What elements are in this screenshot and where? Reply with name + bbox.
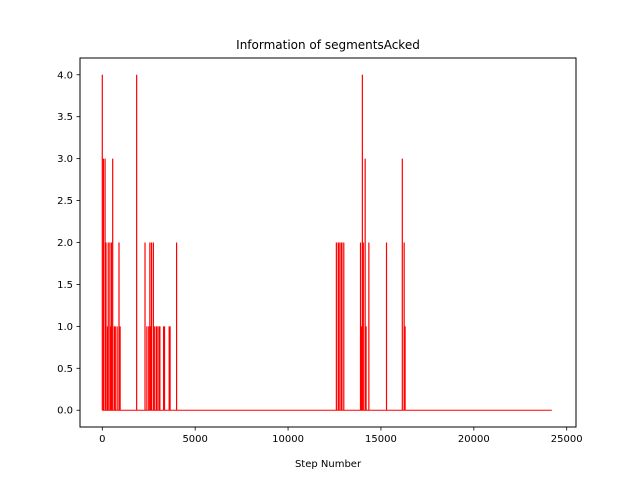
x-tick-label: 10000 (272, 434, 304, 445)
y-tick-label: 1.0 (57, 322, 73, 333)
y-tick-label: 0.0 (57, 406, 73, 417)
y-tick-label: 2.5 (57, 196, 73, 207)
x-axis: 0 5000 10000 15000 20000 25000 (99, 427, 583, 445)
y-tick-label: 3.0 (57, 154, 73, 165)
y-tick-label: 3.5 (57, 112, 73, 123)
y-tick-label: 0.5 (57, 364, 73, 375)
series-layer (101, 74, 552, 411)
y-tick-label: 2.0 (57, 238, 73, 249)
x-tick-label: 0 (99, 434, 105, 445)
x-tick-label: 15000 (365, 434, 397, 445)
chart-title: Information of segmentsAcked (236, 38, 420, 52)
x-axis-label: Step Number (295, 459, 362, 470)
x-tick-label: 20000 (458, 434, 490, 445)
y-tick-label: 1.5 (57, 280, 73, 291)
y-tick-label: 4.0 (57, 70, 73, 81)
x-tick-label: 5000 (182, 434, 207, 445)
plot-background (80, 58, 576, 427)
y-axis: 0.0 0.5 1.0 1.5 2.0 2.5 3.0 3.5 4.0 (57, 70, 80, 417)
x-tick-label: 25000 (551, 434, 583, 445)
